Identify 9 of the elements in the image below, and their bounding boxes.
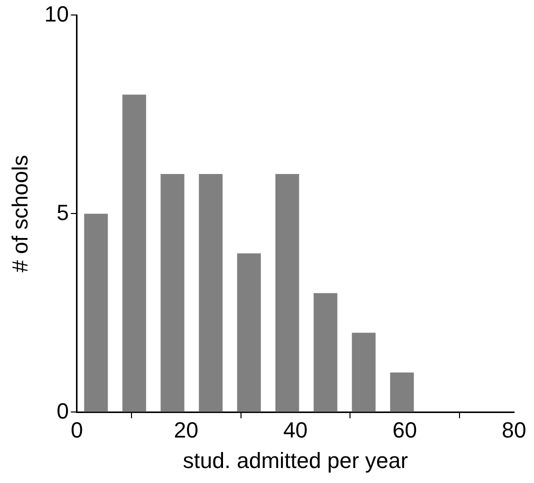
x-axis-title: stud. admitted per year [182, 448, 408, 473]
y-tick-label: 10 [44, 1, 69, 26]
x-tick-label: 80 [502, 417, 526, 442]
x-tick-label: 60 [392, 417, 417, 442]
y-tick-label: 0 [56, 398, 69, 424]
y-axis-title: # of schools [7, 154, 32, 272]
x-tick-label: 40 [283, 417, 308, 442]
y-tick-label: 5 [56, 200, 69, 225]
x-tick-label: 20 [174, 417, 198, 442]
